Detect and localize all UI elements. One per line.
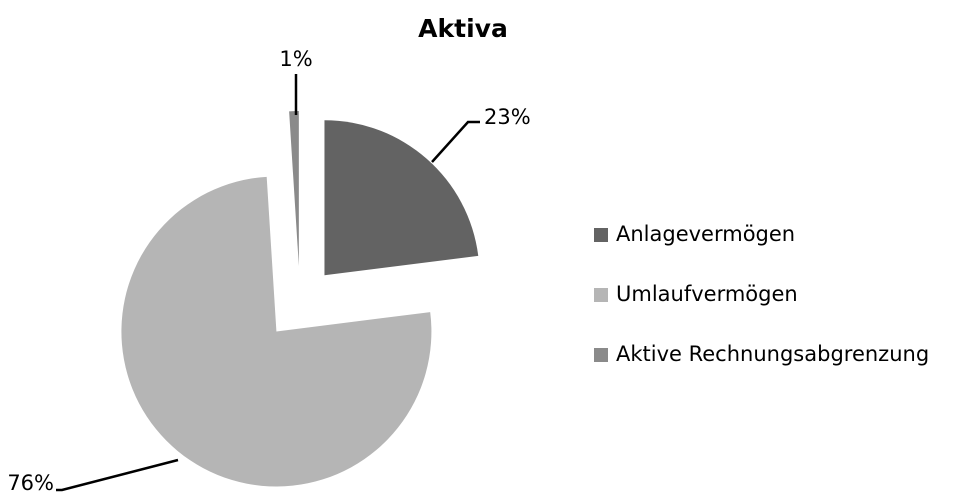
legend-swatch <box>594 228 608 242</box>
legend-swatch <box>594 348 608 362</box>
pie-slice <box>121 176 432 487</box>
pie-slice <box>289 111 299 267</box>
data-label: 1% <box>279 47 312 71</box>
legend-swatch <box>594 288 608 302</box>
legend-label: Aktive Rechnungsabgrenzung <box>616 342 929 366</box>
leader-line <box>56 458 179 492</box>
legend-label: Anlagevermögen <box>616 222 795 246</box>
legend-label: Umlaufvermögen <box>616 282 798 306</box>
chart-title: Aktiva <box>418 14 508 43</box>
pie-slice <box>324 120 479 276</box>
data-label: 23% <box>484 105 531 129</box>
leader-line <box>431 120 480 163</box>
data-label: 76% <box>7 471 54 495</box>
